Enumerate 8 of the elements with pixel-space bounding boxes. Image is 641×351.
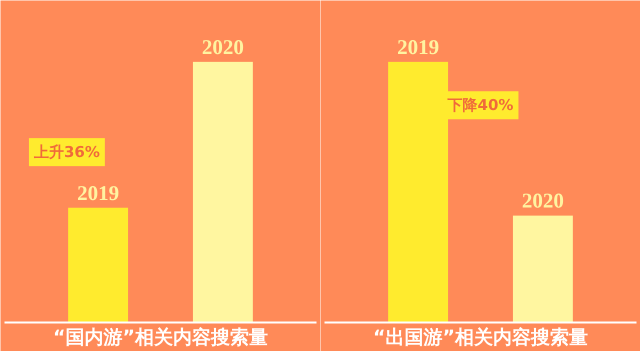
- x-tick-label: 2019: [77, 180, 120, 205]
- x-tick-label: 2020: [202, 34, 244, 59]
- x-axis-title: “国内游”相关内容搜索量: [53, 326, 268, 348]
- x-axis-title: “出国游”相关内容搜索量: [373, 326, 588, 348]
- x-tick-label: 2019: [397, 34, 440, 59]
- x-tick-label: 2020: [522, 188, 564, 213]
- annotation: 下降40%: [446, 96, 514, 114]
- annotation: 上升36%: [32, 143, 100, 162]
